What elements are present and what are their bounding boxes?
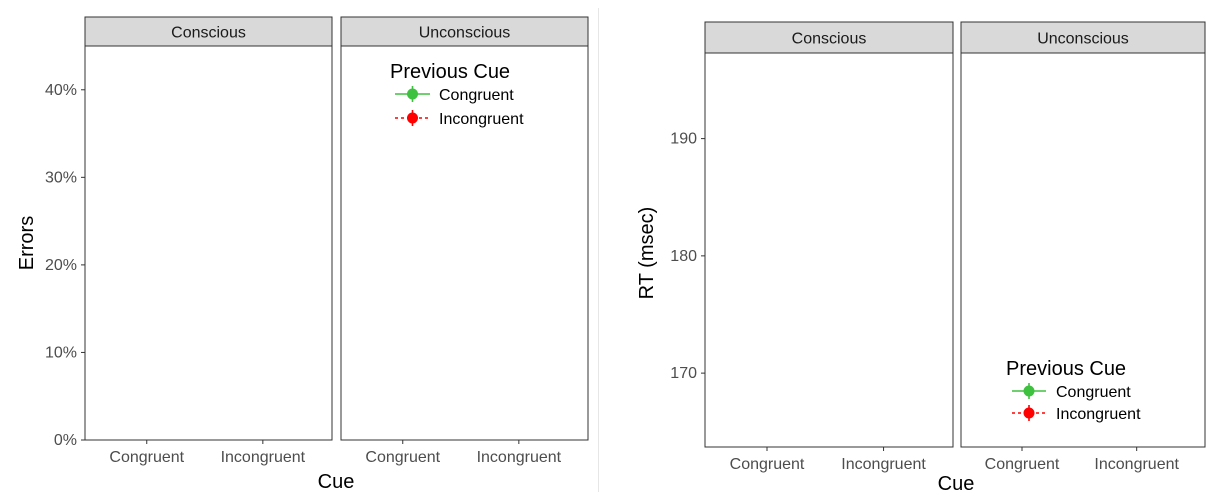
y-tick-label: 190: [670, 131, 697, 148]
x-tick-label: Incongruent: [841, 456, 926, 473]
y-axis-title: Errors: [16, 216, 38, 270]
facet-label-conscious: Conscious: [792, 31, 867, 48]
facet-strip: [84, 16, 333, 47]
facet-label-unconscious: Unconscious: [419, 25, 511, 42]
legend-label-incongruent: Incongruent: [1056, 406, 1141, 423]
legend-title: Previous Cue: [1006, 358, 1126, 380]
rt-chart: Conscious Congruent Incongruent Unconscious…: [636, 21, 1206, 495]
y-tick-label: 40%: [45, 82, 77, 99]
x-axis-title: Cue: [318, 471, 355, 493]
panel-border: [84, 45, 333, 441]
x-tick-label: Incongruent: [221, 449, 306, 466]
legend-title: Previous Cue: [390, 61, 510, 83]
x-tick-label: Congruent: [365, 449, 440, 466]
legend-label-incongruent: Incongruent: [439, 111, 524, 128]
x-tick-label: Congruent: [109, 449, 184, 466]
x-tick-label: Incongruent: [477, 449, 562, 466]
y-tick-label: 10%: [45, 344, 77, 361]
panel-border: [340, 45, 589, 441]
legend-key-point: [1023, 407, 1035, 419]
y-tick-label: 180: [670, 248, 697, 265]
x-tick-label: Incongruent: [1094, 456, 1179, 473]
y-tick-label: 30%: [45, 169, 77, 186]
legend-key-point: [407, 112, 418, 124]
chart-divider: [598, 8, 599, 492]
legend-key-point: [407, 88, 418, 100]
facet-strip: [960, 21, 1206, 54]
x-axis-title: Cue: [938, 473, 975, 495]
x-tick-label: Congruent: [730, 456, 805, 473]
y-tick-label: 170: [670, 365, 697, 382]
facet-label-conscious: Conscious: [171, 25, 246, 42]
errors-chart: Conscious Congruent Incongruent Unconscious…: [16, 16, 589, 493]
y-tick-label: 0%: [54, 432, 77, 449]
y-tick-label: 20%: [45, 257, 77, 274]
facet-label-unconscious: Unconscious: [1037, 31, 1129, 48]
x-tick-label: Congruent: [985, 456, 1060, 473]
panel-border: [960, 52, 1206, 448]
legend-key-point: [1023, 385, 1035, 397]
legend-label-congruent: Congruent: [1056, 384, 1131, 401]
facet-strip: [704, 21, 954, 54]
y-axis-title: RT (msec): [636, 207, 658, 300]
legend-label-congruent: Congruent: [439, 87, 514, 104]
panel-border: [704, 52, 954, 448]
